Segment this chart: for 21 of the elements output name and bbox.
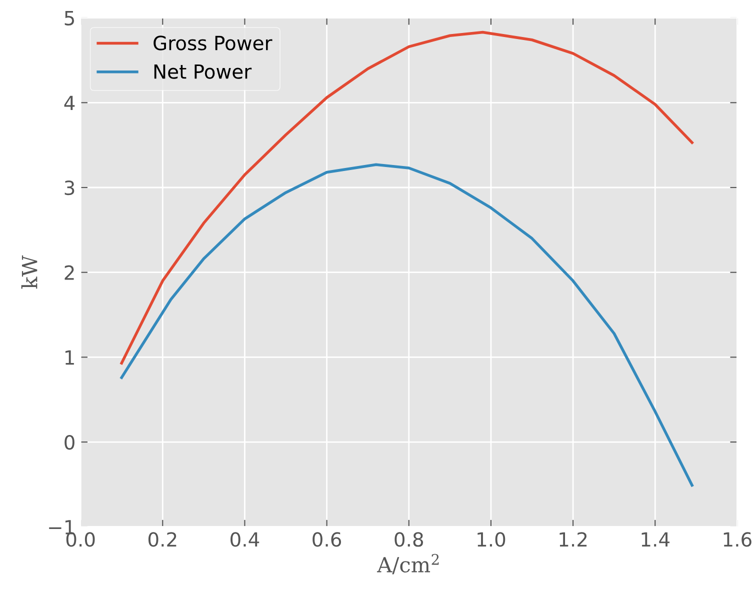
y-tick-label: 0 (64, 434, 74, 450)
x-tick-label: 1.6 (724, 532, 752, 547)
legend-label: Gross Power (154, 36, 272, 50)
x-tick-label: 1.4 (642, 532, 670, 547)
x-tick-label: 0.0 (66, 532, 95, 547)
y-tick-label: 2 (64, 265, 74, 280)
y-tick-label: 3 (64, 180, 74, 196)
y-tick-label: 1 (65, 350, 74, 365)
x-tick-label: 0.4 (230, 532, 260, 547)
x-tick-label: 1.0 (478, 532, 506, 547)
line-series (120, 163, 694, 487)
y-axis-title: kW (21, 255, 38, 289)
y-tick-label: 4 (64, 96, 75, 110)
line-series (120, 30, 694, 365)
x-tick-label: 0.2 (148, 532, 176, 547)
x-tick-label: 1.2 (560, 532, 587, 547)
x-tick-label: 0.6 (312, 532, 342, 547)
y-tick-label: 5 (64, 11, 74, 26)
x-tick-label: 0.8 (394, 532, 424, 547)
x-axis-title: A/cm$^{2}$ (376, 554, 439, 574)
legend-label: Net Power (154, 64, 252, 79)
